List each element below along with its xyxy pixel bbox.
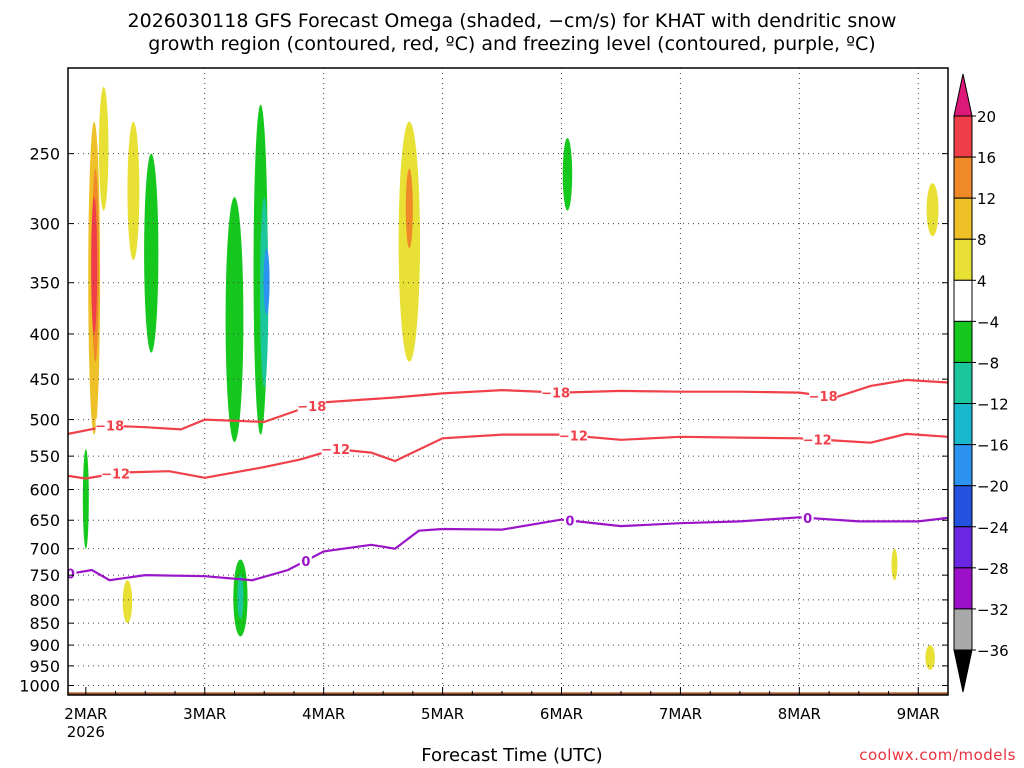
colorbar-bottom-arrow xyxy=(953,649,973,693)
omega-area-12 xyxy=(405,168,413,249)
omega-area-3 xyxy=(98,86,109,211)
colorbar-swatch-5 xyxy=(953,320,973,363)
ytick-label-600: 600 xyxy=(29,481,60,500)
ytick-label-1000: 1000 xyxy=(19,677,60,696)
chart-title-line-2: growth region (contoured, red, ºC) and f… xyxy=(148,33,876,55)
omega-area-19 xyxy=(925,645,935,670)
colorbar-swatch-1 xyxy=(953,156,973,199)
ytick-label-450: 450 xyxy=(29,370,60,389)
omega-area-15 xyxy=(237,575,244,619)
omega-area-18 xyxy=(891,548,898,581)
ytick-label-350: 350 xyxy=(29,274,60,293)
contour-label-1-3: −12 xyxy=(803,433,832,448)
colorbar-swatch-4 xyxy=(953,279,973,322)
xtick-label-9MAR: 9MAR xyxy=(897,705,940,723)
ytick-label-700: 700 xyxy=(29,540,60,559)
contour-label-0-2: −18 xyxy=(541,386,570,401)
colorbar: 20 16 12 8 4 −4 −8 −12 −16 −20 −24 −28 −32 −36 xyxy=(953,73,1009,693)
xtick-label-2MAR: 2MAR xyxy=(64,705,107,723)
contour-line-0 xyxy=(68,378,948,435)
colorbar-top-arrow xyxy=(953,73,973,117)
colorbar-swatch-0 xyxy=(953,115,973,158)
contour-label-1-0: −12 xyxy=(101,468,130,483)
contour-label-1-2: −12 xyxy=(559,430,588,445)
colorbar-swatch-3 xyxy=(953,238,973,281)
colorbar-label-2: 12 xyxy=(977,190,996,208)
colorbar-label-10: −24 xyxy=(977,519,1009,537)
contour-label-2-2: 0 xyxy=(565,515,574,530)
ytick-label-400: 400 xyxy=(29,325,60,344)
colorbar-label-4: 4 xyxy=(977,272,987,290)
ytick-label-800: 800 xyxy=(29,591,60,610)
contour-label-0-1: −18 xyxy=(297,400,326,415)
colorbar-label-11: −28 xyxy=(977,560,1009,578)
xtick-label-3MAR: 3MAR xyxy=(183,705,226,723)
xtick-label-5MAR: 5MAR xyxy=(421,705,464,723)
colorbar-label-3: 8 xyxy=(977,231,987,249)
colorbar-label-13: −36 xyxy=(977,642,1009,660)
ytick-label-650: 650 xyxy=(29,511,60,530)
colorbar-label-6: −8 xyxy=(977,354,999,372)
ytick-label-900: 900 xyxy=(29,636,60,655)
colorbar-label-0: 20 xyxy=(977,108,996,126)
colorbar-swatch-12 xyxy=(953,608,973,651)
colorbar-swatch-10 xyxy=(953,526,973,569)
xtick-sublabel-2MAR: 2026 xyxy=(67,723,105,741)
contour-label-0-0: −18 xyxy=(95,420,124,435)
colorbar-label-8: −16 xyxy=(977,437,1009,455)
ytick-label-250: 250 xyxy=(29,145,60,164)
omega-area-13 xyxy=(562,137,573,211)
plot-frame xyxy=(67,67,949,696)
ytick-label-500: 500 xyxy=(29,411,60,430)
colorbar-label-5: −4 xyxy=(977,313,999,331)
colorbar-swatch-8 xyxy=(953,444,973,487)
colorbar-swatch-11 xyxy=(953,567,973,610)
colorbar-swatch-7 xyxy=(953,403,973,446)
xtick-label-7MAR: 7MAR xyxy=(659,705,702,723)
ytick-label-550: 550 xyxy=(29,447,60,466)
xtick-label-8MAR: 8MAR xyxy=(778,705,821,723)
contour-label-0-3: −18 xyxy=(809,390,838,405)
ytick-label-850: 850 xyxy=(29,614,60,633)
credit-link[interactable]: coolwx.com/models xyxy=(859,746,1016,764)
omega-area-4 xyxy=(127,121,140,261)
colorbar-label-1: 16 xyxy=(977,149,996,167)
colorbar-swatch-9 xyxy=(953,485,973,528)
contour-label-1-1: −12 xyxy=(321,443,350,458)
xtick-label-4MAR: 4MAR xyxy=(302,705,345,723)
ytick-label-750: 750 xyxy=(29,566,60,585)
xtick-label-6MAR: 6MAR xyxy=(540,705,583,723)
ytick-label-300: 300 xyxy=(29,215,60,234)
chart-title-line-1: 2026030118 GFS Forecast Omega (shaded, −… xyxy=(127,10,897,32)
omega-area-16 xyxy=(82,449,89,549)
omega-area-6 xyxy=(144,153,159,353)
colorbar-swatch-6 xyxy=(953,361,973,405)
contour-line-2 xyxy=(68,516,948,582)
colorbar-swatch-2 xyxy=(953,197,973,240)
contour-label-2-3: 0 xyxy=(803,512,812,527)
omega-area-17 xyxy=(122,580,133,624)
colorbar-label-12: −32 xyxy=(977,601,1009,619)
ground-strip xyxy=(68,692,948,695)
colorbar-label-7: −12 xyxy=(977,396,1009,414)
contour-label-2-1: 0 xyxy=(301,555,310,570)
omega-area-10 xyxy=(263,248,270,315)
omega-area-2 xyxy=(91,197,98,334)
omega-area-7 xyxy=(225,197,244,442)
omega-area-20 xyxy=(926,183,939,237)
x-axis-label: Forecast Time (UTC) xyxy=(421,745,603,766)
ytick-label-950: 950 xyxy=(29,657,60,676)
colorbar-label-9: −20 xyxy=(977,478,1009,496)
